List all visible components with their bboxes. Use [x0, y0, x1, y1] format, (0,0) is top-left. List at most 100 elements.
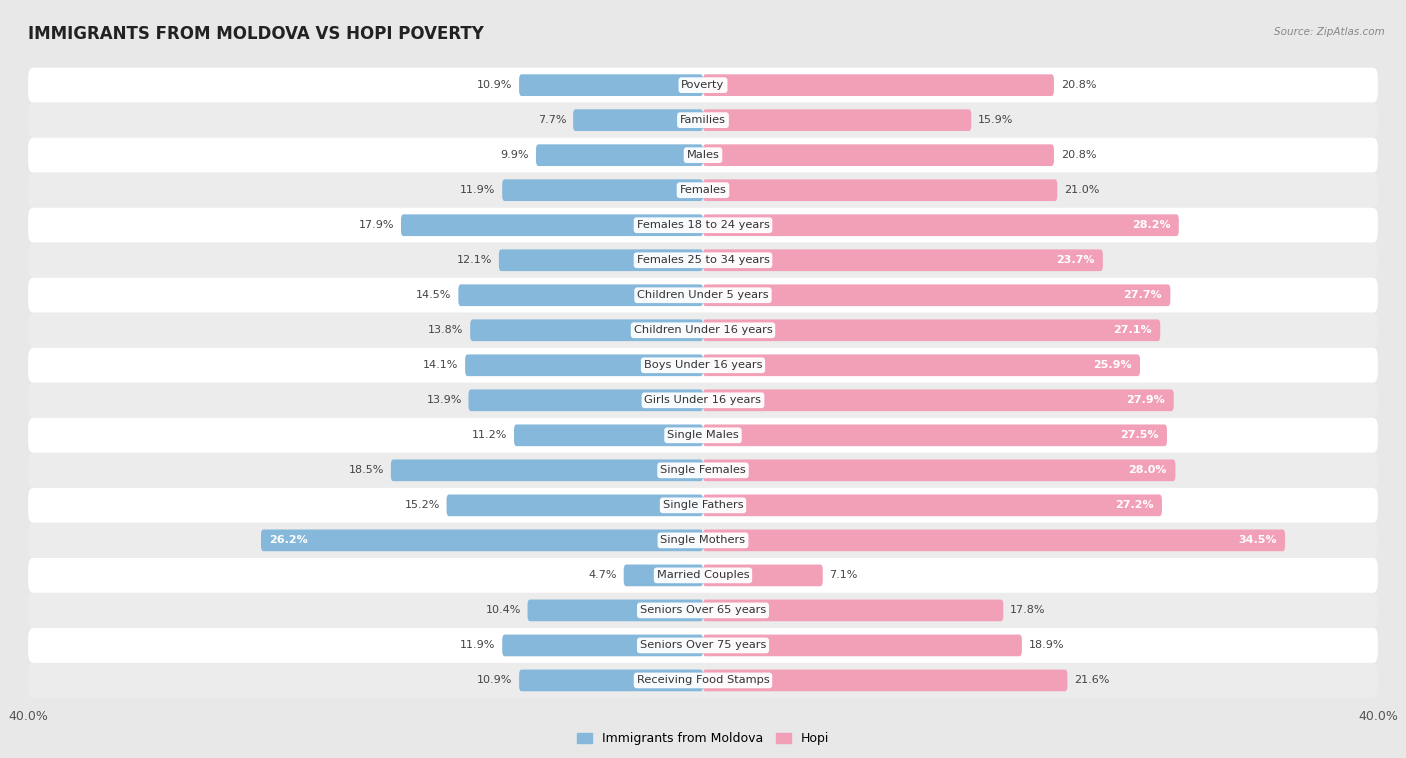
Text: 9.9%: 9.9% [501, 150, 529, 160]
Text: Receiving Food Stamps: Receiving Food Stamps [637, 675, 769, 685]
FancyBboxPatch shape [401, 215, 703, 236]
Text: Seniors Over 65 years: Seniors Over 65 years [640, 606, 766, 615]
Text: 7.7%: 7.7% [538, 115, 567, 125]
Text: 21.6%: 21.6% [1074, 675, 1109, 685]
Text: Married Couples: Married Couples [657, 570, 749, 581]
Text: 14.5%: 14.5% [416, 290, 451, 300]
FancyBboxPatch shape [624, 565, 703, 586]
FancyBboxPatch shape [519, 74, 703, 96]
FancyBboxPatch shape [28, 138, 1378, 173]
FancyBboxPatch shape [703, 634, 1022, 656]
Text: 20.8%: 20.8% [1060, 150, 1097, 160]
Text: Children Under 5 years: Children Under 5 years [637, 290, 769, 300]
FancyBboxPatch shape [28, 628, 1378, 663]
FancyBboxPatch shape [703, 669, 1067, 691]
FancyBboxPatch shape [28, 523, 1378, 558]
Text: Single Females: Single Females [661, 465, 745, 475]
Text: 28.2%: 28.2% [1132, 221, 1170, 230]
FancyBboxPatch shape [703, 530, 1285, 551]
Text: 23.7%: 23.7% [1056, 255, 1094, 265]
Text: 14.1%: 14.1% [423, 360, 458, 370]
Text: Females: Females [679, 185, 727, 196]
FancyBboxPatch shape [519, 669, 703, 691]
FancyBboxPatch shape [703, 355, 1140, 376]
Text: 28.0%: 28.0% [1129, 465, 1167, 475]
FancyBboxPatch shape [447, 494, 703, 516]
FancyBboxPatch shape [515, 424, 703, 446]
FancyBboxPatch shape [703, 459, 1175, 481]
FancyBboxPatch shape [28, 488, 1378, 523]
Text: Poverty: Poverty [682, 80, 724, 90]
FancyBboxPatch shape [703, 494, 1161, 516]
FancyBboxPatch shape [703, 74, 1054, 96]
FancyBboxPatch shape [703, 565, 823, 586]
Text: 17.9%: 17.9% [359, 221, 394, 230]
Text: 10.9%: 10.9% [477, 675, 512, 685]
Text: 26.2%: 26.2% [270, 535, 308, 545]
FancyBboxPatch shape [28, 418, 1378, 453]
Text: 12.1%: 12.1% [457, 255, 492, 265]
Text: 27.9%: 27.9% [1126, 396, 1166, 406]
FancyBboxPatch shape [28, 663, 1378, 698]
Text: Males: Males [686, 150, 720, 160]
FancyBboxPatch shape [28, 102, 1378, 138]
FancyBboxPatch shape [458, 284, 703, 306]
FancyBboxPatch shape [703, 390, 1174, 411]
Text: 15.2%: 15.2% [405, 500, 440, 510]
FancyBboxPatch shape [28, 453, 1378, 488]
Text: 25.9%: 25.9% [1092, 360, 1132, 370]
Text: Seniors Over 75 years: Seniors Over 75 years [640, 641, 766, 650]
Text: 20.8%: 20.8% [1060, 80, 1097, 90]
Text: Children Under 16 years: Children Under 16 years [634, 325, 772, 335]
FancyBboxPatch shape [468, 390, 703, 411]
Text: Source: ZipAtlas.com: Source: ZipAtlas.com [1274, 27, 1385, 36]
Text: Single Fathers: Single Fathers [662, 500, 744, 510]
FancyBboxPatch shape [28, 383, 1378, 418]
FancyBboxPatch shape [703, 180, 1057, 201]
FancyBboxPatch shape [502, 634, 703, 656]
FancyBboxPatch shape [465, 355, 703, 376]
FancyBboxPatch shape [703, 109, 972, 131]
FancyBboxPatch shape [527, 600, 703, 622]
Text: 15.9%: 15.9% [979, 115, 1014, 125]
Text: 21.0%: 21.0% [1064, 185, 1099, 196]
Text: 4.7%: 4.7% [589, 570, 617, 581]
FancyBboxPatch shape [28, 313, 1378, 348]
FancyBboxPatch shape [703, 319, 1160, 341]
Text: 11.9%: 11.9% [460, 641, 495, 650]
Text: 10.9%: 10.9% [477, 80, 512, 90]
Text: 10.4%: 10.4% [485, 606, 520, 615]
Text: Females 18 to 24 years: Females 18 to 24 years [637, 221, 769, 230]
Text: 11.9%: 11.9% [460, 185, 495, 196]
FancyBboxPatch shape [28, 593, 1378, 628]
Text: 18.9%: 18.9% [1029, 641, 1064, 650]
Text: 7.1%: 7.1% [830, 570, 858, 581]
Legend: Immigrants from Moldova, Hopi: Immigrants from Moldova, Hopi [572, 727, 834, 750]
FancyBboxPatch shape [28, 558, 1378, 593]
FancyBboxPatch shape [536, 144, 703, 166]
Text: Girls Under 16 years: Girls Under 16 years [644, 396, 762, 406]
FancyBboxPatch shape [470, 319, 703, 341]
Text: 27.1%: 27.1% [1114, 325, 1152, 335]
FancyBboxPatch shape [28, 243, 1378, 277]
Text: 18.5%: 18.5% [349, 465, 384, 475]
FancyBboxPatch shape [703, 284, 1170, 306]
FancyBboxPatch shape [502, 180, 703, 201]
FancyBboxPatch shape [28, 173, 1378, 208]
Text: Females 25 to 34 years: Females 25 to 34 years [637, 255, 769, 265]
Text: 17.8%: 17.8% [1010, 606, 1046, 615]
FancyBboxPatch shape [703, 249, 1102, 271]
Text: Boys Under 16 years: Boys Under 16 years [644, 360, 762, 370]
FancyBboxPatch shape [28, 208, 1378, 243]
Text: Families: Families [681, 115, 725, 125]
Text: 11.2%: 11.2% [472, 431, 508, 440]
FancyBboxPatch shape [28, 277, 1378, 313]
Text: 34.5%: 34.5% [1239, 535, 1277, 545]
FancyBboxPatch shape [391, 459, 703, 481]
FancyBboxPatch shape [703, 144, 1054, 166]
Text: 27.5%: 27.5% [1121, 431, 1159, 440]
FancyBboxPatch shape [28, 348, 1378, 383]
FancyBboxPatch shape [703, 215, 1178, 236]
FancyBboxPatch shape [28, 67, 1378, 102]
FancyBboxPatch shape [499, 249, 703, 271]
